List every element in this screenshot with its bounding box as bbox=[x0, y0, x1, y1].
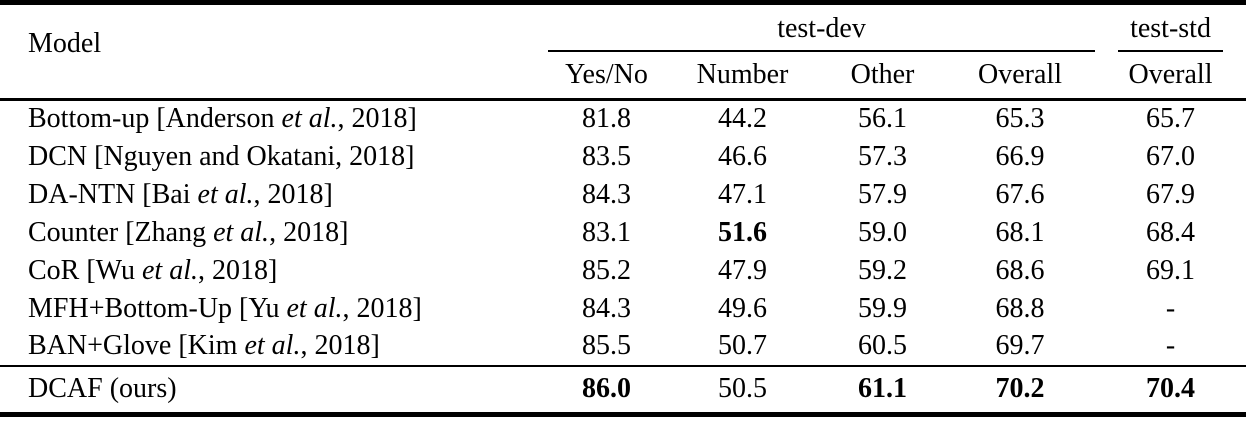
model-name: DA-NTN [Bai et al., 2018] bbox=[0, 176, 548, 214]
model-name: DCN [Nguyen and Okatani, 2018] bbox=[0, 138, 548, 176]
metric-value: 67.6 bbox=[995, 178, 1045, 210]
metric-value: 67.9 bbox=[1146, 178, 1196, 210]
metric-value: 44.2 bbox=[718, 103, 767, 135]
metric-value: 85.5 bbox=[582, 330, 631, 361]
group-header-row: Model test-dev test-std bbox=[0, 2, 1246, 101]
metric-value: 69.7 bbox=[995, 330, 1045, 361]
model-name-etal: et al. bbox=[281, 103, 338, 135]
model-name-etal: et al. bbox=[213, 216, 270, 248]
metric-value: 59.9 bbox=[858, 292, 907, 324]
model-name-text: , 2018] bbox=[300, 330, 380, 361]
metric-value: 59.0 bbox=[858, 216, 907, 248]
column-header-overall-dev: Overall bbox=[945, 51, 1096, 101]
model-name-text: Counter [Zhang bbox=[28, 216, 214, 248]
metric-value: 66.9 bbox=[995, 140, 1045, 172]
metric-value: 57.3 bbox=[858, 140, 907, 172]
metric-value: 50.5 bbox=[665, 364, 820, 415]
metric-value: 50.7 bbox=[718, 330, 767, 361]
model-name-etal: et al. bbox=[141, 254, 198, 286]
model-name: DCAF (ours) bbox=[0, 364, 548, 415]
metric-value: 57.9 bbox=[858, 178, 907, 210]
model-name-text: Bottom-up [Anderson bbox=[28, 103, 282, 135]
metric-value: 47.9 bbox=[718, 254, 767, 286]
model-name-etal: et al. bbox=[286, 292, 343, 324]
table-body: Bottom-up [Anderson et al., 2018] 81.8 44.… bbox=[0, 100, 1246, 415]
column-header-number: Number bbox=[665, 51, 820, 101]
test-dev-group-label: test-dev bbox=[777, 12, 866, 44]
results-table: Model test-dev test-std Yes/No Number Ot… bbox=[0, 0, 1246, 417]
metric-value: 69.1 bbox=[1146, 254, 1196, 286]
column-header-yes-no: Yes/No bbox=[548, 51, 665, 101]
model-name-text: , 2018] bbox=[342, 292, 422, 324]
model-name: Counter [Zhang et al., 2018] bbox=[0, 214, 548, 252]
table-row-ours: DCAF (ours) 86.0 50.5 61.1 70.2 70.4 bbox=[0, 364, 1246, 415]
metric-value: 49.6 bbox=[718, 292, 767, 324]
metric-value: 83.1 bbox=[582, 216, 631, 248]
metric-value: 47.1 bbox=[718, 178, 767, 210]
model-column-header: Model bbox=[0, 2, 548, 101]
table-row: Bottom-up [Anderson et al., 2018] 81.8 44.… bbox=[0, 100, 1246, 138]
table-row: MFH+Bottom-Up [Yu et al., 2018] 84.3 49.6 5… bbox=[0, 290, 1246, 328]
metric-value: 68.6 bbox=[995, 254, 1045, 286]
model-name-text: , 2018] bbox=[197, 254, 278, 286]
metric-value: 65.3 bbox=[995, 103, 1045, 135]
model-name: CoR [Wu et al., 2018] bbox=[0, 252, 548, 290]
metric-value: 65.7 bbox=[1146, 103, 1196, 135]
group-header-test-std: test-std bbox=[1095, 3, 1246, 52]
model-name-text: MFH+Bottom-Up [Yu bbox=[28, 292, 287, 324]
metric-value: 86.0 bbox=[548, 364, 665, 415]
metric-value: 68.8 bbox=[995, 292, 1045, 324]
metric-value: 70.2 bbox=[945, 364, 1096, 415]
model-name: BAN+Glove [Kim et al., 2018] bbox=[0, 328, 548, 366]
model-name-text: , 2018] bbox=[337, 103, 417, 135]
model-name-text: , 2018] bbox=[253, 178, 333, 210]
model-name-text: BAN+Glove [Kim bbox=[28, 330, 245, 361]
table-row: BAN+Glove [Kim et al., 2018] 85.5 50.7 60.5… bbox=[0, 328, 1246, 366]
table-row: CoR [Wu et al., 2018] 85.2 47.9 59.2 68.6 69.… bbox=[0, 252, 1246, 290]
metric-value: 59.2 bbox=[858, 254, 907, 286]
model-name-text: DCAF (ours) bbox=[28, 373, 177, 405]
metric-value: 85.2 bbox=[582, 254, 631, 286]
metric-value: - bbox=[1165, 330, 1176, 361]
metric-value: 68.1 bbox=[995, 216, 1045, 248]
column-header-overall-std: Overall bbox=[1095, 51, 1246, 101]
model-name: MFH+Bottom-Up [Yu et al., 2018] bbox=[0, 290, 548, 328]
test-std-group-label: test-std bbox=[1130, 12, 1211, 44]
model-name-text: , 2018] bbox=[269, 216, 349, 248]
model-name-etal: et al. bbox=[244, 330, 301, 361]
metric-value: 46.6 bbox=[718, 140, 767, 172]
column-header-other: Other bbox=[820, 51, 945, 101]
metric-value: 60.5 bbox=[858, 330, 907, 361]
metric-value: - bbox=[1165, 292, 1176, 324]
test-dev-group-rule: test-dev bbox=[548, 12, 1096, 52]
metric-value: 56.1 bbox=[858, 103, 907, 135]
group-header-test-dev: test-dev bbox=[548, 3, 1096, 52]
metric-value: 84.3 bbox=[582, 178, 631, 210]
metric-value: 70.4 bbox=[1095, 364, 1246, 415]
model-name-text: DCN [Nguyen and Okatani, 2018] bbox=[28, 140, 415, 172]
metric-value: 84.3 bbox=[582, 292, 631, 324]
model-name-text: CoR [Wu bbox=[28, 254, 142, 286]
metric-value: 81.8 bbox=[582, 103, 631, 135]
column-header-row: Yes/No Number Other Overall Overall bbox=[0, 51, 1246, 101]
metric-value: 83.5 bbox=[582, 140, 631, 172]
model-name-etal: et al. bbox=[197, 178, 254, 210]
test-std-group-rule: test-std bbox=[1117, 12, 1224, 52]
table-row: Counter [Zhang et al., 2018] 83.1 51.6 59.0… bbox=[0, 214, 1246, 252]
table-row: DA-NTN [Bai et al., 2018] 84.3 47.1 57.9 67.… bbox=[0, 176, 1246, 214]
metric-value: 68.4 bbox=[1146, 216, 1196, 248]
model-name: Bottom-up [Anderson et al., 2018] bbox=[0, 100, 548, 138]
model-name-text: DA-NTN [Bai bbox=[28, 178, 198, 210]
metric-value: 61.1 bbox=[820, 364, 945, 415]
metric-value: 51.6 bbox=[718, 216, 767, 248]
metric-value: 67.0 bbox=[1146, 140, 1196, 172]
table-row: DCN [Nguyen and Okatani, 2018] 83.5 46.6 57… bbox=[0, 138, 1246, 176]
